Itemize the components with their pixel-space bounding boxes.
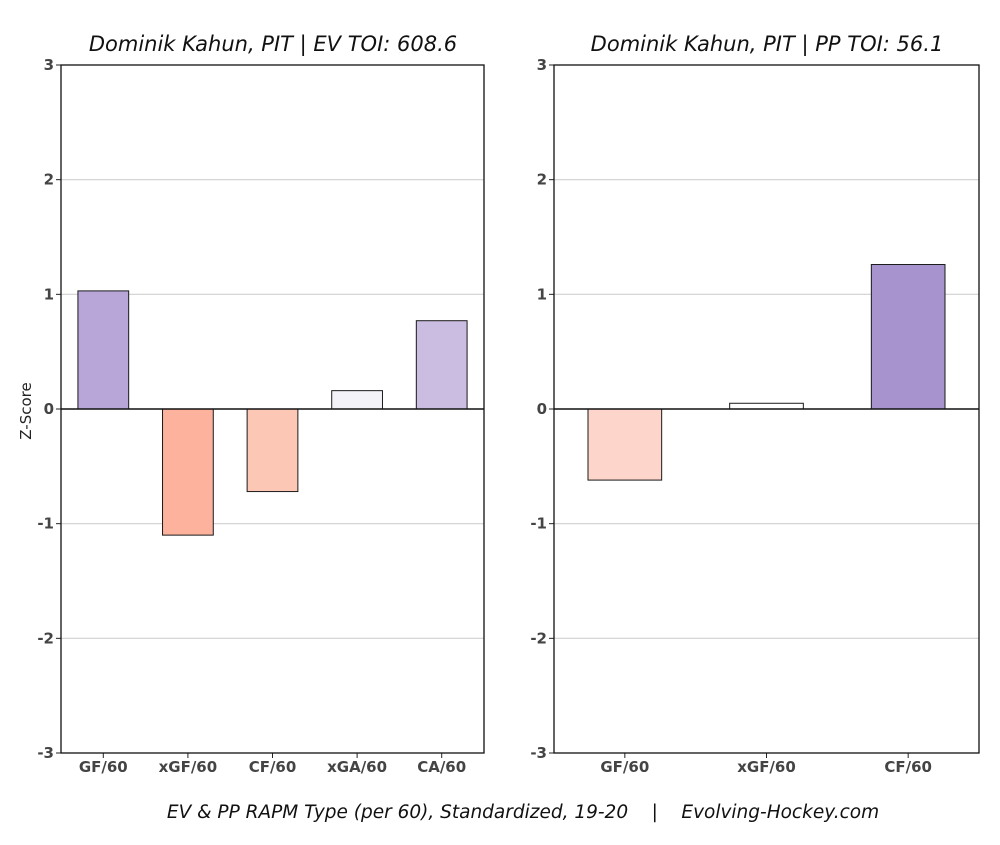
bar-gf-per-60 <box>587 408 663 481</box>
bar-ca-per-60 <box>415 320 468 410</box>
bar-xgf-per-60 <box>729 402 804 410</box>
x-tick-label: GF/60 <box>600 758 649 776</box>
x-tick-label: GF/60 <box>79 758 128 776</box>
x-tick-label: CF/60 <box>884 758 932 776</box>
chart-title: Dominik Kahun, PIT | PP TOI: 56.1 <box>591 32 944 57</box>
y-tick-label: 3 <box>44 56 54 74</box>
y-tick-label: 2 <box>44 171 54 189</box>
figure-caption: EV & PP RAPM Type (per 60), Standardized… <box>167 802 879 823</box>
y-tick-label: 3 <box>537 56 547 74</box>
x-tick-label: xGA/60 <box>327 758 387 776</box>
x-tick-label: CA/60 <box>417 758 466 776</box>
chart-title: Dominik Kahun, PIT | EV TOI: 608.6 <box>89 32 457 57</box>
y-tick-label: 0 <box>537 400 547 418</box>
y-tick-label: -1 <box>530 515 547 533</box>
y-tick-label: -2 <box>530 629 547 647</box>
bar-cf-per-60 <box>870 264 946 410</box>
x-tick-label: xGF/60 <box>159 758 218 776</box>
plot-frame <box>553 64 980 754</box>
y-tick-label: 0 <box>44 400 54 418</box>
x-tick-label: xGF/60 <box>737 758 796 776</box>
bar-xgf-per-60 <box>162 408 214 536</box>
y-tick-label: -3 <box>530 744 547 762</box>
y-tick-label: -1 <box>37 515 54 533</box>
bar-xga-per-60 <box>331 390 383 410</box>
y-axis-label: Z-Score <box>17 382 35 439</box>
ev-rapm-panel: Dominik Kahun, PIT | EV TOI: 608.6 GF/60 x… <box>17 32 485 776</box>
bar-cf-per-60 <box>246 408 299 493</box>
y-tick-label: -2 <box>37 629 54 647</box>
plot-frame <box>60 64 485 754</box>
y-tick-label: 1 <box>537 285 547 303</box>
pp-rapm-panel: Dominik Kahun, PIT | PP TOI: 56.1 GF/60 xG… <box>530 32 980 776</box>
y-tick-label: 1 <box>44 285 54 303</box>
y-tick-label: 2 <box>537 171 547 189</box>
x-tick-label: CF/60 <box>249 758 297 776</box>
y-tick-label: -3 <box>37 744 54 762</box>
bar-gf-per-60 <box>77 290 130 410</box>
